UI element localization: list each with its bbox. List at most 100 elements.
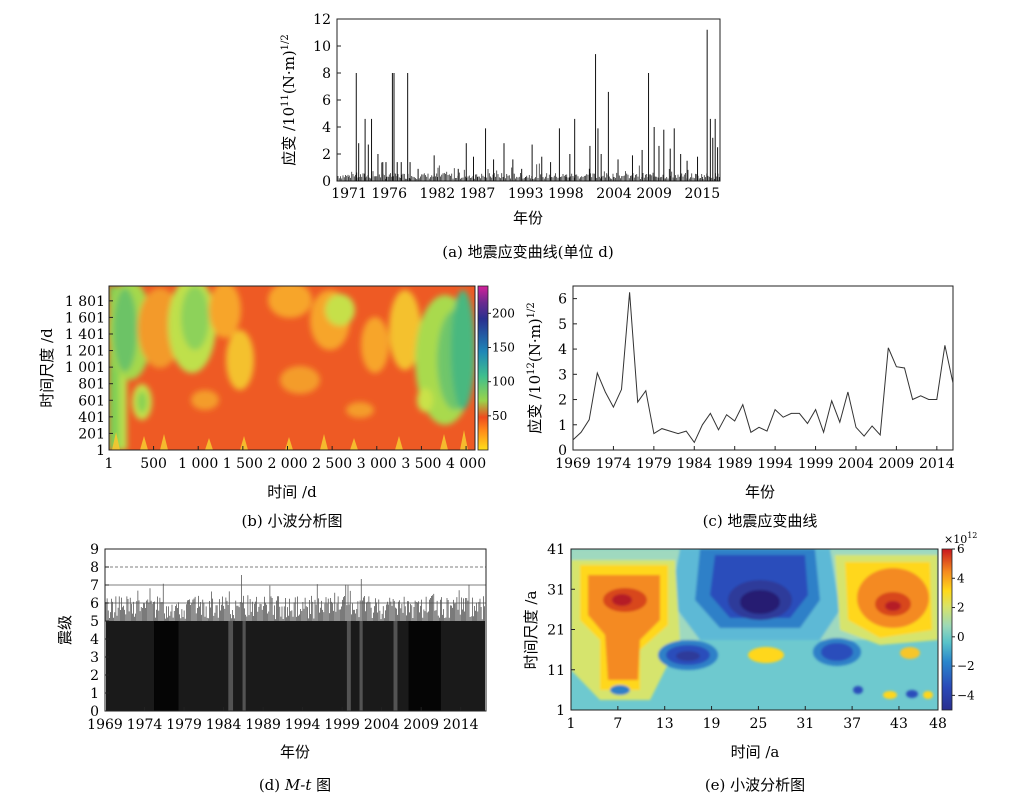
ytick-label: 31 [547,582,565,598]
dense-band [154,621,179,711]
ytick-label: 1 201 [65,344,105,360]
ytick-label: 1 [558,418,567,434]
xtick-label: 43 [890,716,908,732]
sparse-band [359,621,363,711]
panel-d-ylabel: 震级 [56,615,74,645]
panel-c-caption: (c) 地震应变曲线 [703,512,818,530]
panel-d-caption: (d) M-t 图 [259,776,331,794]
panel-e-heatmap [571,549,938,710]
ytick-label: 7 [90,578,99,594]
xtick-label: 1974 [127,717,163,733]
ytick-label: 8 [322,66,331,82]
ytick-label: 4 [558,342,567,358]
xtick-label: 2009 [636,186,672,202]
colorbar-tick-label: 150 [492,341,515,355]
ytick-label: 201 [78,426,105,442]
xtick-label: 2015 [685,186,721,202]
panel-a-bars [337,29,720,181]
sparse-band [242,621,246,711]
ytick-label: 5 [558,317,567,333]
panel-a-xticks: 1971 1976 1982 1987 1993 1998 2004 2009 2015 [331,177,720,202]
xtick-label: 1994 [757,456,793,472]
panel-e-colorbar-scale-exp: 12 [967,531,977,540]
panel-d-xticks: 1969 1974 1979 1984 1989 1994 1999 2004 2009 2014 [87,707,479,733]
xtick-label: 3 000 [357,456,397,472]
xtick-label: 19 [703,716,721,732]
ytick-label: 2 [322,147,331,163]
panel-b-xlabel: 时间 /d [267,483,317,501]
ytick-label: 1 401 [65,327,105,343]
ytick-label: 1 [90,686,99,702]
xtick-label: 2004 [596,186,632,202]
xtick-label: 1989 [245,717,281,733]
xtick-label: 1979 [166,717,202,733]
sparse-band [346,621,351,711]
colorbar-tick-label: 0 [957,630,965,644]
panel-b-colorbar-ticks: 50 100 150 200 [488,306,515,423]
panel-c-ylabel: 应变 /1012(N·m)1/2 [526,302,544,434]
ytick-label: 2 [558,393,567,409]
xtick-label: 1969 [555,456,591,472]
panel-b-xticks: 1 500 1 000 1 500 2 000 2 500 3 000 3 500 4 000 [105,446,486,472]
ytick-label: 9 [90,542,99,558]
panel-c-xticks: 1969 1974 1979 1984 1989 1994 1999 2004 2009 2014 [555,446,955,472]
ytick-label: 0 [90,704,99,720]
panel-a-xlabel: 年份 [513,209,543,227]
xtick-label: 1999 [324,717,360,733]
ytick-label: 601 [78,393,105,409]
colorbar-tick-label: 200 [492,306,515,320]
xtick-label: 2 500 [312,456,352,472]
xtick-label: 1979 [636,456,672,472]
ytick-label: 0 [558,443,567,459]
panel-e-caption: (e) 小波分析图 [705,776,805,794]
ytick-label: 5 [90,614,99,630]
xtick-label: 7 [613,716,622,732]
dense-band [408,621,441,711]
panel-c-ylabel-main: 应变 /10 [526,375,544,434]
xtick-label: 1999 [798,456,834,472]
xtick-label: 31 [796,716,814,732]
colorbar-tick-label: 50 [492,409,507,423]
xtick-label: 2009 [403,717,439,733]
panel-b-frame [108,285,476,451]
colorbar-tick-label: 2 [957,601,965,615]
colorbar-tick-label: 6 [957,542,965,556]
panel-c-ylabel-exp: 12 [526,362,537,375]
ytick-label: 1 001 [65,360,105,376]
panel-d-xlabel: 年份 [280,743,310,761]
ytick-label: 11 [547,663,565,679]
ytick-label: 6 [322,93,331,109]
panel-d-caption-main: (d) [259,776,285,794]
ytick-label: 1 801 [65,294,105,310]
xtick-label: 2014 [443,717,479,733]
xtick-label: 4 000 [446,456,486,472]
panel-b-ylabel: 时间尺度 /d [38,328,56,408]
xtick-label: 1 [567,716,576,732]
xtick-label: 1976 [371,186,407,202]
panel-c-yticks: 0 1 2 3 4 5 6 [558,292,577,459]
panel-d-bars [105,575,485,711]
xtick-label: 2004 [364,717,400,733]
xtick-label: 1969 [87,717,123,733]
panel-a-caption: (a) 地震应变曲线(单位 d) [442,243,614,261]
ytick-label: 1 [556,703,565,719]
ytick-label: 41 [547,542,565,558]
colorbar-tick-label: −2 [957,659,975,673]
ytick-label: 3 [558,367,567,383]
panel-c-xlabel: 年份 [745,483,775,501]
panel-d-reference-lines [105,566,486,604]
ytick-label: 3 [90,650,99,666]
panel-e-xlabel: 时间 /a [731,743,780,761]
xtick-label: 48 [929,716,947,732]
xtick-label: 1 000 [178,456,218,472]
xtick-label: 1998 [548,186,584,202]
ytick-label: 12 [313,12,331,28]
panel-d-frame [104,548,487,712]
